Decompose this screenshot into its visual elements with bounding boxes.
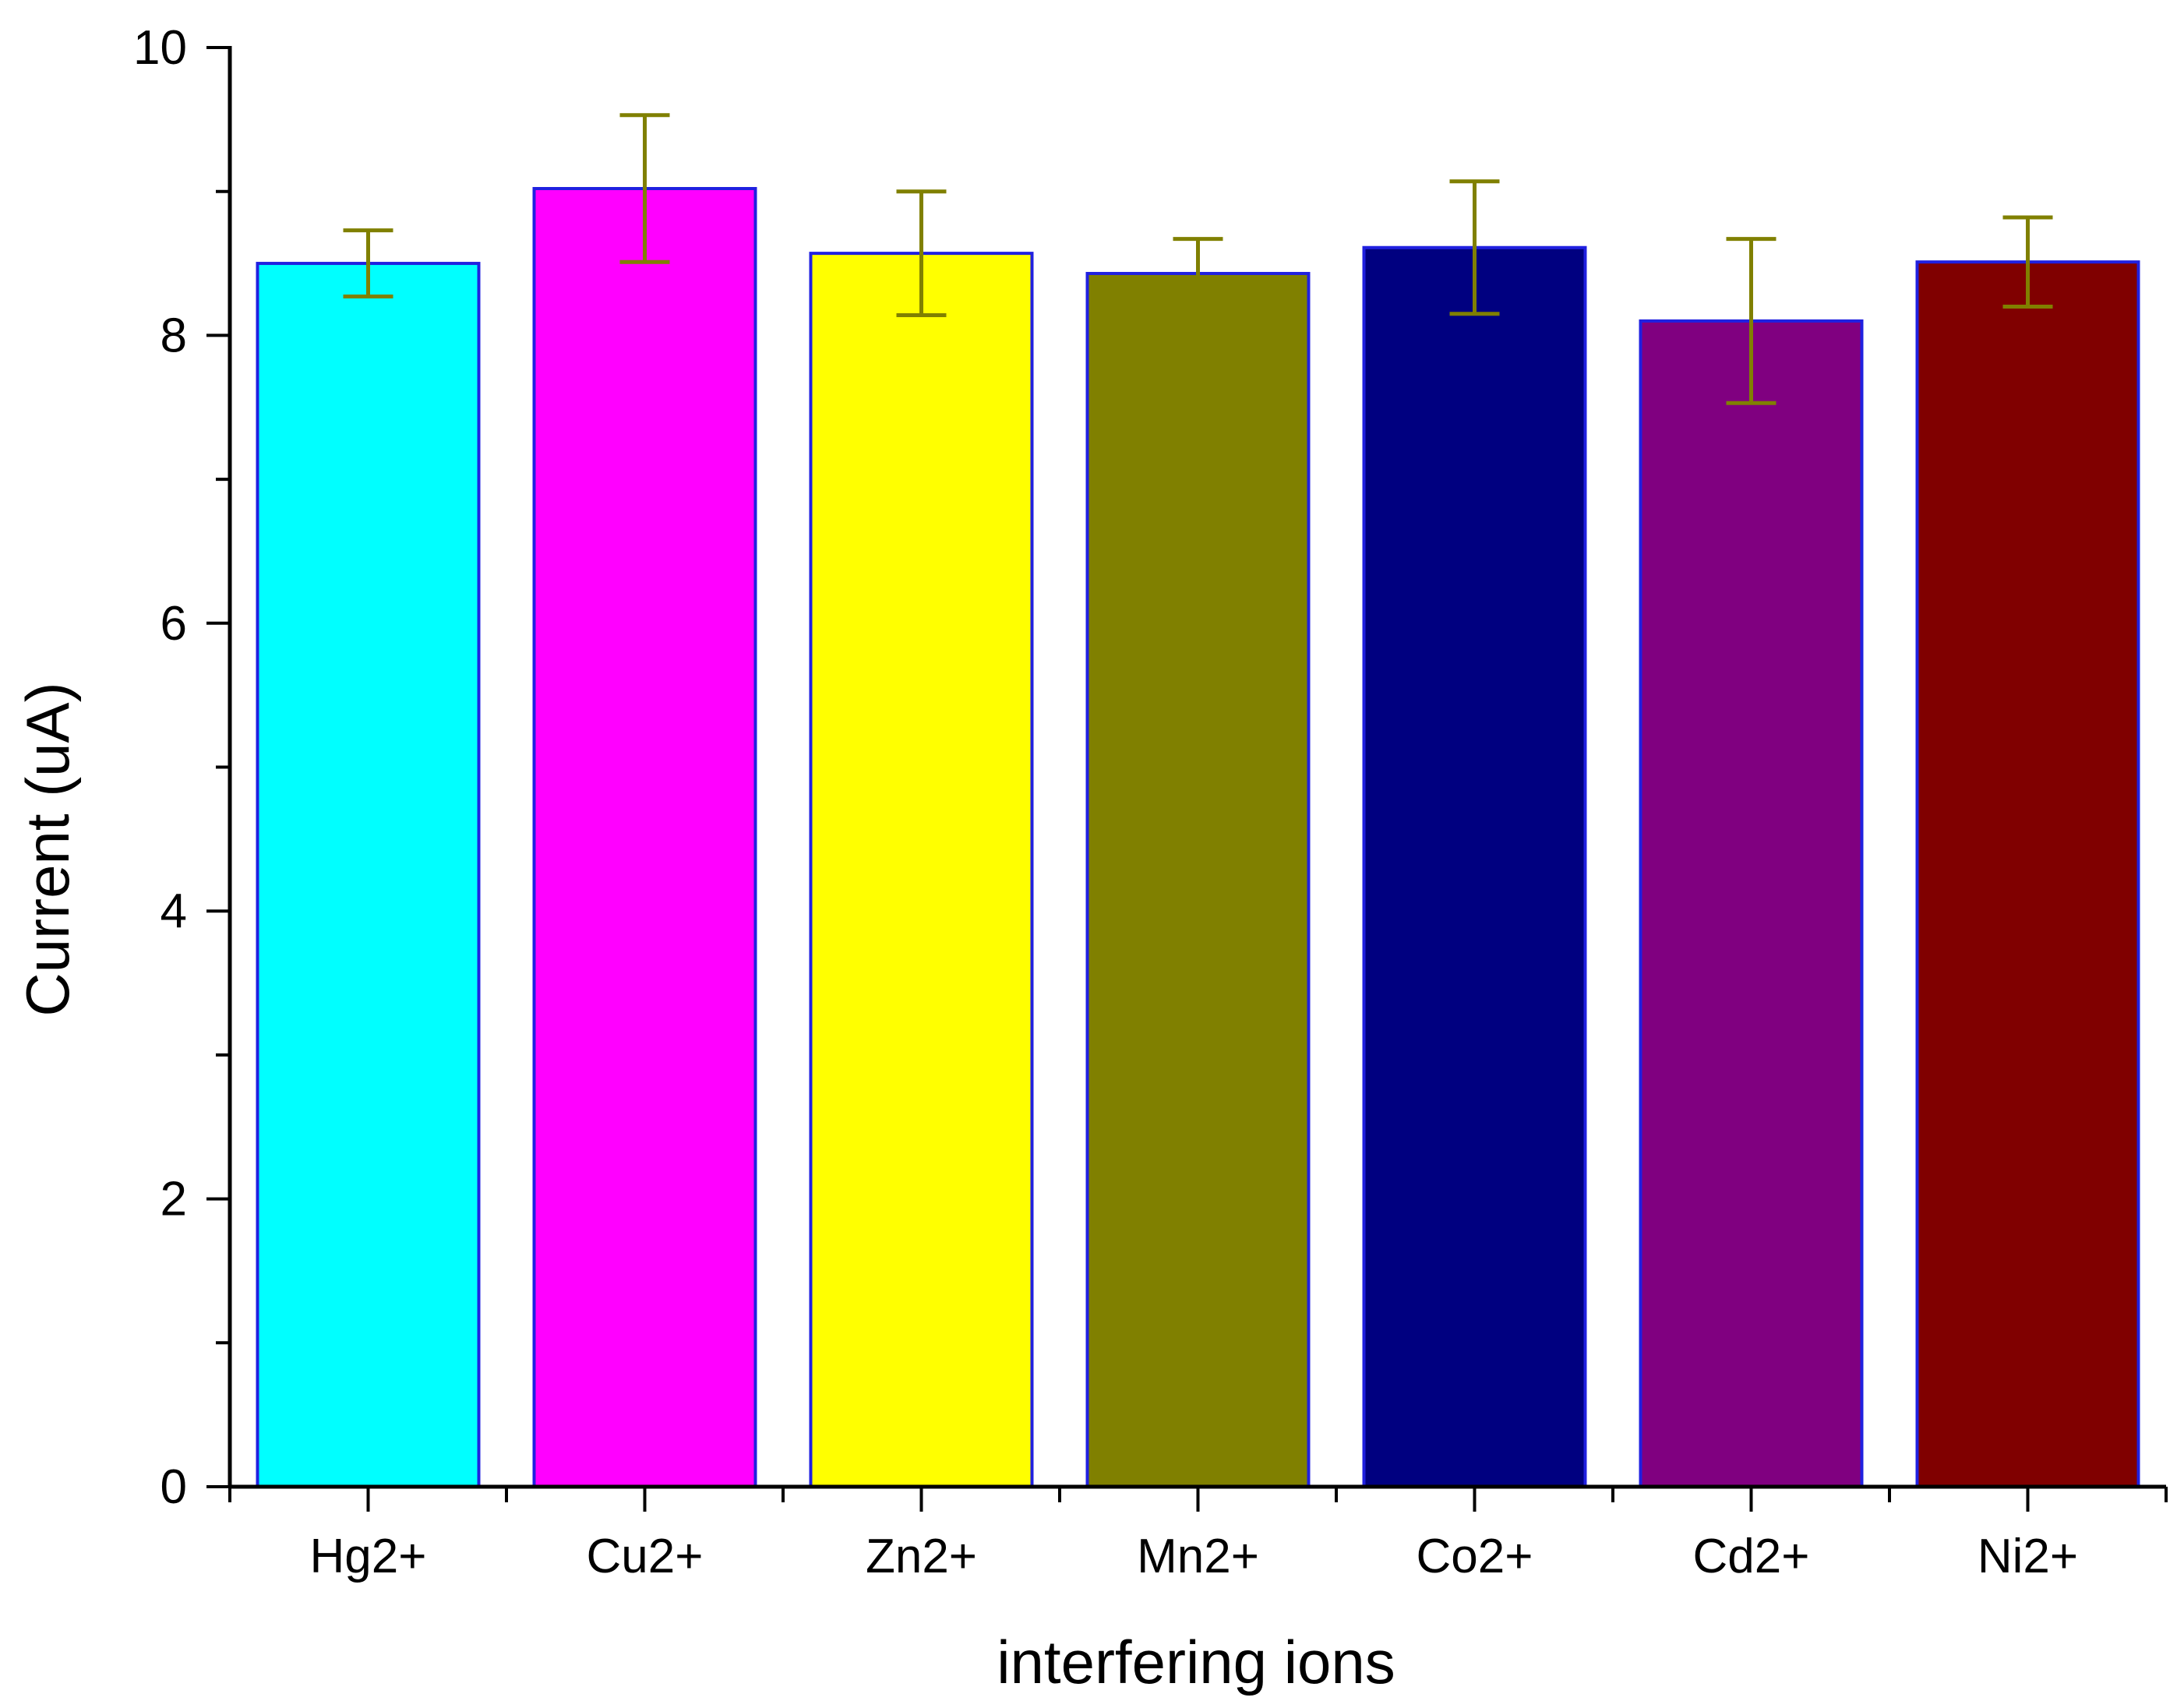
error-bar-mn2 — [1173, 237, 1223, 310]
bar-co2 — [1362, 245, 1587, 1488]
bar-ni2 — [1915, 260, 2140, 1488]
error-bar-ni2 — [2002, 215, 2053, 309]
x-tick-label-co2: Co2+ — [1417, 1530, 1533, 1583]
y-tick-label: 0 — [161, 1460, 187, 1514]
x-tick-label-cd2: Cd2+ — [1693, 1530, 1810, 1583]
y-axis-title: Current (uA) — [13, 682, 82, 1016]
bars-group — [256, 187, 2140, 1489]
y-tick-label: 2 — [161, 1173, 187, 1226]
x-axis-title: interfering ions — [997, 1628, 1395, 1696]
bar-hg2 — [256, 262, 481, 1488]
error-bar-hg2 — [343, 228, 393, 299]
x-tick-label-zn2: Zn2+ — [866, 1530, 977, 1583]
bar-cd2 — [1639, 319, 1864, 1488]
axes-group: 0 2 4 6 8 10 Hg2+ Cu2+ Zn2+ Mn2+ Co2+ Cd2+ Ni2+ — [133, 21, 2168, 1583]
error-bars-group — [343, 113, 2053, 405]
bar-cu2 — [532, 187, 757, 1489]
error-bar-zn2 — [896, 189, 947, 318]
x-tick-label-mn2: Mn2+ — [1137, 1530, 1259, 1583]
y-tick-label: 8 — [161, 309, 187, 362]
error-bar-cd2 — [1726, 237, 1776, 405]
x-tick-label-cu2: Cu2+ — [587, 1530, 704, 1583]
error-bar-co2 — [1449, 179, 1500, 316]
error-bar-cu2 — [619, 113, 670, 264]
x-tick-label-ni2: Ni2+ — [1978, 1530, 2078, 1583]
bar-mn2 — [1085, 271, 1311, 1488]
bar-zn2 — [809, 252, 1034, 1489]
y-tick-label: 10 — [133, 21, 187, 75]
y-tick-label: 6 — [161, 597, 187, 651]
x-tick-label-hg2: Hg2+ — [310, 1530, 427, 1583]
y-tick-label: 4 — [161, 884, 187, 938]
